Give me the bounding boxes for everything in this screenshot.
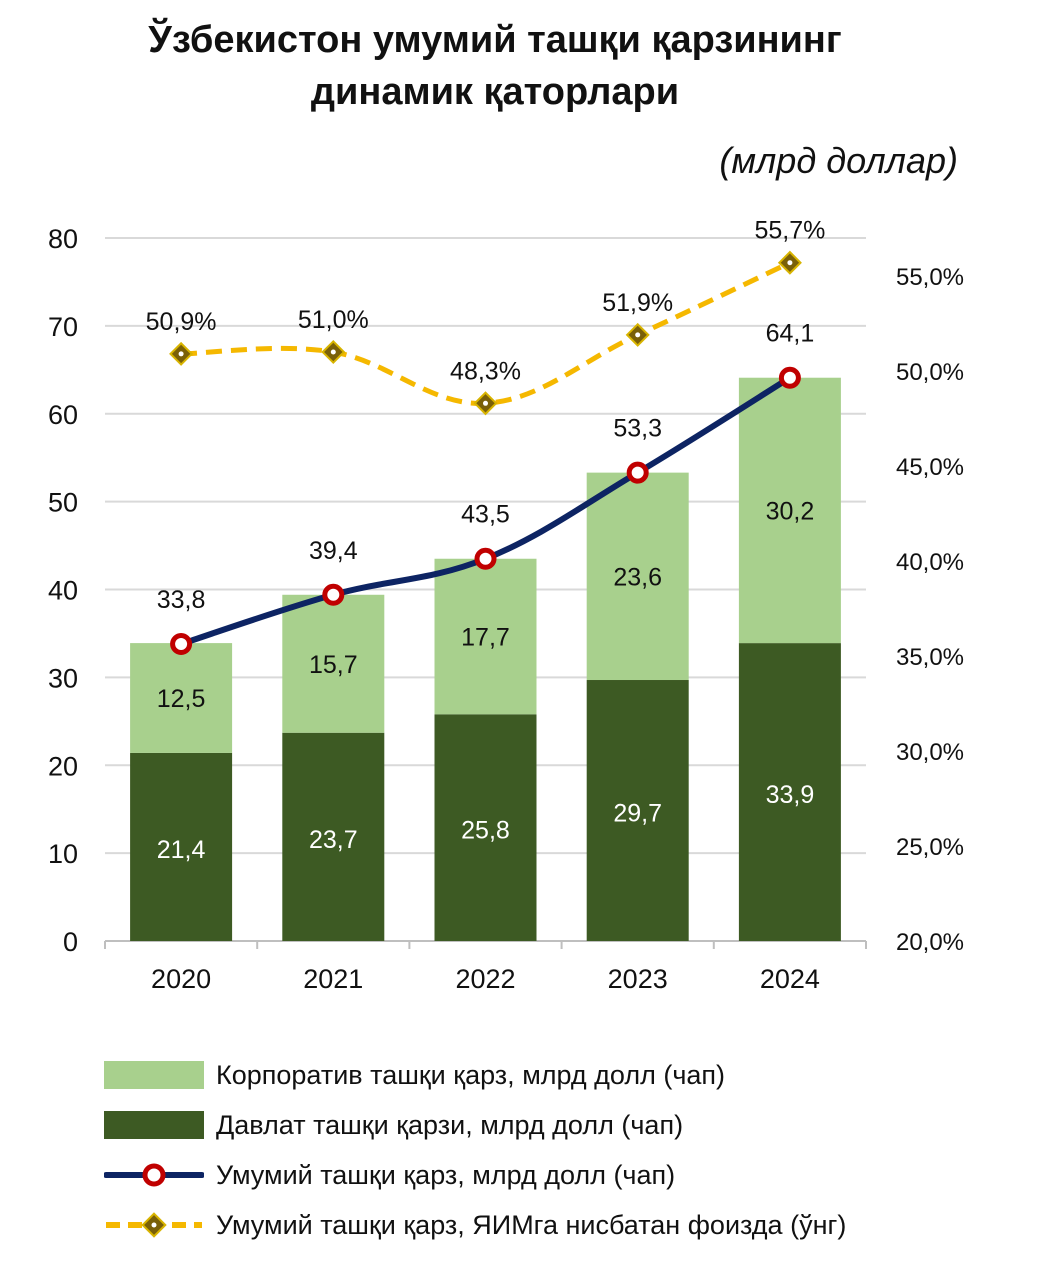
x-tick-label: 2023 <box>608 964 668 994</box>
data-label-total: 33,8 <box>157 586 206 614</box>
y-left-tick-label: 30 <box>48 663 78 693</box>
y-left-tick-label: 10 <box>48 839 78 869</box>
unit-label: (млрд доллар) <box>719 140 958 181</box>
legend-swatch-ratio-line <box>106 1212 202 1238</box>
x-tick-label: 2022 <box>455 964 515 994</box>
data-label-corporate: 12,5 <box>157 685 206 713</box>
y-right-tick-label: 55,0% <box>896 264 964 291</box>
plot-area: 0 10 20 30 40 50 60 70 80 20,0% 25,0% 30,0% 35,0% 40,… <box>48 217 964 994</box>
legend-swatch-corporate <box>104 1061 204 1089</box>
data-label-corporate: 15,7 <box>309 651 358 679</box>
y-left-tick-label: 70 <box>48 312 78 342</box>
legend-swatch-government <box>104 1111 204 1139</box>
data-label-total: 64,1 <box>766 320 815 348</box>
chart-title-line-2: динамик қаторлари <box>310 71 680 113</box>
y-right-tick-label: 50,0% <box>896 359 964 386</box>
total-debt-marker <box>778 366 801 389</box>
data-label-ratio: 50,9% <box>146 308 217 336</box>
bar-government <box>130 752 233 941</box>
data-label-government: 33,9 <box>766 781 815 809</box>
data-label-total: 53,3 <box>613 415 662 443</box>
legend-item-total: Умумий ташқи қарз, млрд долл (чап) <box>104 1150 846 1200</box>
legend-label: Умумий ташқи қарз, ЯИМга нисбатан фоизда… <box>216 1209 847 1240</box>
y-left-tick-label: 20 <box>48 751 78 781</box>
y-right-tick-label: 35,0% <box>896 644 964 671</box>
legend-item-government: Давлат ташқи қарзи, млрд долл (чап) <box>104 1100 846 1150</box>
data-label-ratio: 55,7% <box>754 217 825 245</box>
x-tick-label: 2020 <box>151 964 211 994</box>
legend-item-ratio: Умумий ташқи қарз, ЯИМга нисбатан фоизда… <box>104 1200 846 1250</box>
legend-item-corporate: Корпоратив ташқи қарз, млрд долл (чап) <box>104 1050 846 1100</box>
total-debt-marker <box>170 632 193 655</box>
bar-corporate <box>130 643 233 753</box>
data-label-corporate: 17,7 <box>461 624 510 652</box>
gdp-ratio-marker-dot <box>483 400 488 406</box>
chart-title-line-1: Ўзбекистон умумий ташқи қарзининг <box>148 19 842 61</box>
bar-corporate <box>282 594 385 733</box>
data-label-total: 43,5 <box>461 501 510 529</box>
bar-corporate <box>738 377 841 644</box>
bar-government <box>738 643 841 941</box>
total-debt-marker <box>626 461 649 484</box>
y-right-tick-label: 45,0% <box>896 454 964 481</box>
y-right-tick-label: 40,0% <box>896 549 964 576</box>
bar-government <box>282 732 385 941</box>
data-label-corporate: 30,2 <box>766 497 815 525</box>
gdp-ratio-marker-dot <box>178 351 184 357</box>
legend-label: Умумий ташқи қарз, млрд долл (чап) <box>216 1159 676 1190</box>
total-debt-marker <box>322 583 345 606</box>
data-label-government: 29,7 <box>613 800 662 828</box>
y-left-tick-label: 0 <box>63 927 78 957</box>
data-label-ratio: 51,9% <box>602 289 673 317</box>
total-debt-marker <box>474 547 497 570</box>
bar-corporate <box>586 472 689 681</box>
legend: Корпоратив ташқи қарз, млрд долл (чап) Д… <box>104 1050 846 1250</box>
x-tick-label: 2021 <box>303 964 363 994</box>
gdp-ratio-marker-dot <box>787 260 793 266</box>
data-label-ratio: 48,3% <box>450 357 521 385</box>
data-label-government: 21,4 <box>157 836 206 864</box>
y-right-tick-label: 30,0% <box>896 739 964 766</box>
legend-swatch-total-line <box>104 1163 204 1187</box>
data-label-government: 25,8 <box>461 817 510 845</box>
y-left-tick-label: 80 <box>48 224 78 254</box>
data-label-corporate: 23,6 <box>613 563 662 591</box>
y-right-tick-label: 20,0% <box>896 929 964 956</box>
chart-title: Ўзбекистон умумий ташқи қарзининг динами… <box>0 14 990 118</box>
legend-label: Корпоратив ташқи қарз, млрд долл (чап) <box>216 1059 726 1090</box>
y-left-tick-label: 40 <box>48 576 78 606</box>
y-left-tick-label: 50 <box>48 488 78 518</box>
x-tick-label: 2024 <box>760 964 820 994</box>
gdp-ratio-marker-dot <box>635 332 641 338</box>
legend-label: Давлат ташқи қарзи, млрд долл (чап) <box>216 1109 684 1140</box>
bar-government <box>586 680 689 941</box>
bar-government <box>434 714 537 941</box>
y-right-tick-label: 25,0% <box>896 834 964 861</box>
y-left-tick-label: 60 <box>48 400 78 430</box>
bar-corporate <box>434 558 537 715</box>
gdp-ratio-marker-dot <box>330 349 336 355</box>
data-label-total: 39,4 <box>309 537 358 565</box>
data-label-ratio: 51,0% <box>298 306 369 334</box>
data-label-government: 23,7 <box>309 826 358 854</box>
